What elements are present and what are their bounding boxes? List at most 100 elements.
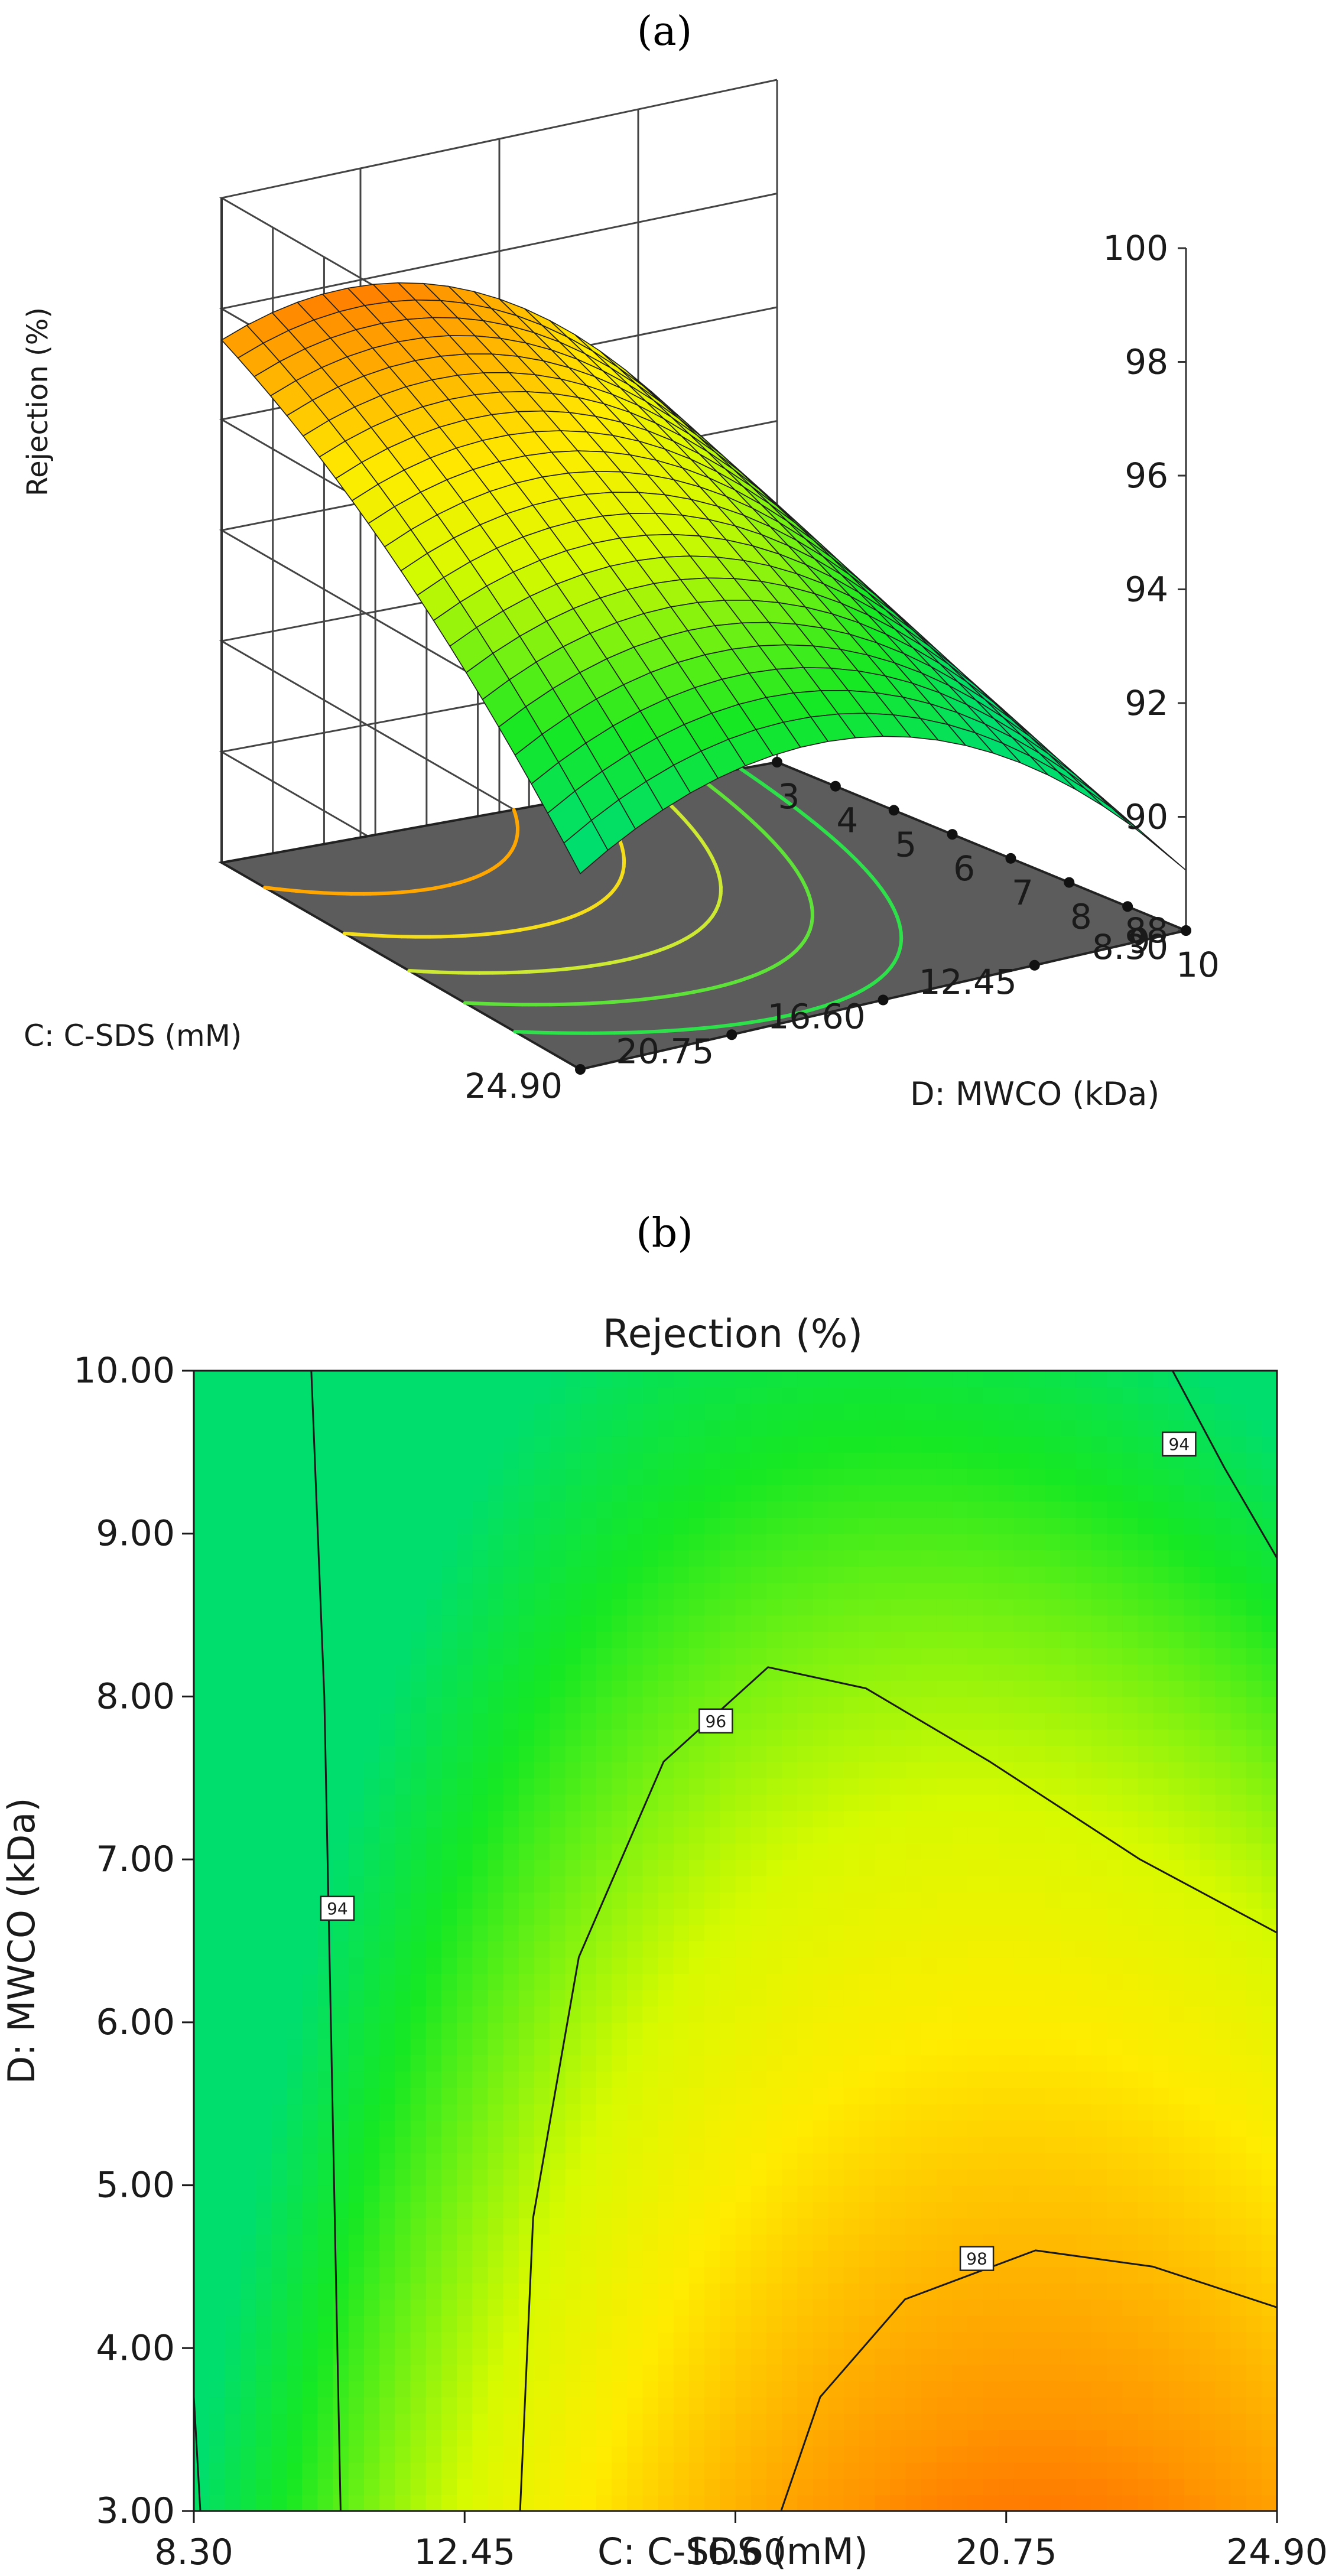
heat-cell bbox=[843, 1941, 860, 1958]
heat-cell bbox=[287, 2006, 303, 2023]
heat-cell bbox=[1013, 1924, 1030, 1941]
heat-cell bbox=[348, 2120, 365, 2137]
heat-cell bbox=[612, 2283, 628, 2300]
heat-cell bbox=[410, 1664, 427, 1681]
heat-cell bbox=[209, 1843, 226, 1860]
heat-cell bbox=[658, 1485, 674, 1502]
heat-cell bbox=[441, 1468, 457, 1485]
heat-cell bbox=[225, 1745, 241, 1762]
heat-cell bbox=[720, 1371, 736, 1388]
heat-cell bbox=[642, 1810, 659, 1827]
contour-segment bbox=[600, 1000, 616, 1005]
heat-cell bbox=[967, 2169, 984, 2186]
heat-cell bbox=[348, 2250, 365, 2268]
heat-cell bbox=[688, 1631, 705, 1648]
heat-cell bbox=[364, 2380, 380, 2398]
heat-cell bbox=[875, 1941, 891, 1958]
heat-cell bbox=[441, 2266, 457, 2284]
heat-cell bbox=[333, 1582, 349, 1599]
heat-cell bbox=[472, 2006, 489, 2023]
heat-cell bbox=[209, 1941, 226, 1958]
heat-cell bbox=[642, 2380, 659, 2398]
heat-cell bbox=[983, 1989, 999, 2007]
heat-cell bbox=[859, 2201, 875, 2219]
heat-cell bbox=[642, 1468, 659, 1485]
heat-cell bbox=[518, 2152, 535, 2170]
heat-cell bbox=[967, 1631, 984, 1648]
heat-cell bbox=[503, 2331, 519, 2349]
heat-cell bbox=[379, 2380, 396, 2398]
heat-cell bbox=[410, 1875, 427, 1893]
heat-cell bbox=[379, 2445, 396, 2463]
heat-cell bbox=[333, 1957, 349, 1974]
heat-cell bbox=[255, 1924, 272, 1941]
heat-cell bbox=[395, 2169, 411, 2186]
heat-cell bbox=[967, 2331, 984, 2349]
heat-cell bbox=[905, 1566, 922, 1583]
heat-cell bbox=[735, 2038, 752, 2055]
heat-cell bbox=[612, 2299, 628, 2316]
heat-cell bbox=[395, 2250, 411, 2268]
heat-cell bbox=[534, 2006, 551, 2023]
heat-cell bbox=[302, 2185, 319, 2202]
heat-cell bbox=[518, 2413, 535, 2430]
heat-cell bbox=[875, 2445, 891, 2463]
heat-cell bbox=[627, 1664, 644, 1681]
heat-cell bbox=[720, 1859, 736, 1876]
heat-cell bbox=[797, 1533, 814, 1551]
heat-cell bbox=[395, 1436, 411, 1453]
heat-cell bbox=[225, 2299, 241, 2316]
heat-cell bbox=[843, 1631, 860, 1648]
heat-cell bbox=[225, 1810, 241, 1827]
heat-cell bbox=[364, 1566, 380, 1583]
heat-cell bbox=[766, 2413, 782, 2430]
heat-cell bbox=[890, 1924, 906, 1941]
heat-cell bbox=[813, 1989, 829, 2007]
heat-cell bbox=[225, 1371, 241, 1388]
heat-cell bbox=[488, 2413, 504, 2430]
heat-cell bbox=[209, 2136, 226, 2154]
heat-cell bbox=[828, 1843, 844, 1860]
heat-cell bbox=[658, 1582, 674, 1599]
heat-cell bbox=[317, 1680, 334, 1697]
heat-cell bbox=[333, 2299, 349, 2316]
heat-cell bbox=[936, 1566, 953, 1583]
heat-cell bbox=[194, 2315, 210, 2333]
heat-cell bbox=[457, 1973, 473, 1990]
heat-cell bbox=[813, 2413, 829, 2430]
heat-cell bbox=[488, 1957, 504, 1974]
heat-cell bbox=[658, 1908, 674, 1926]
heat-cell bbox=[688, 2397, 705, 2414]
heat-cell bbox=[905, 1419, 922, 1437]
heat-cell bbox=[813, 2299, 829, 2316]
heat-cell bbox=[828, 1696, 844, 1713]
heat-cell bbox=[720, 1452, 736, 1469]
heat-cell bbox=[750, 1533, 767, 1551]
heat-cell bbox=[688, 2087, 705, 2105]
heat-cell bbox=[936, 2038, 953, 2055]
heat-cell bbox=[673, 2266, 690, 2284]
heat-cell bbox=[534, 1533, 551, 1551]
heat-cell bbox=[194, 2413, 210, 2430]
heat-cell bbox=[255, 2201, 272, 2219]
heat-cell bbox=[813, 2201, 829, 2219]
heat-cell bbox=[1029, 1713, 1045, 1730]
heat-cell bbox=[410, 1501, 427, 1518]
heat-cell bbox=[410, 2429, 427, 2447]
heat-cell bbox=[379, 1713, 396, 1730]
heat-cell bbox=[534, 2283, 551, 2300]
heat-cell bbox=[890, 1957, 906, 1974]
heat-cell bbox=[333, 1550, 349, 1567]
heat-cell bbox=[642, 2022, 659, 2040]
heat-cell bbox=[333, 1794, 349, 1811]
heat-cell bbox=[983, 2462, 999, 2479]
heat-cell bbox=[875, 1827, 891, 1844]
heat-cell bbox=[720, 2169, 736, 2186]
heat-cell bbox=[488, 2234, 504, 2251]
y-tick bbox=[1005, 853, 1016, 864]
heat-cell bbox=[658, 1859, 674, 1876]
heat-cell bbox=[843, 1501, 860, 1518]
heat-cell bbox=[302, 1647, 319, 1665]
heat-cell bbox=[457, 1827, 473, 1844]
heat-cell bbox=[875, 2462, 891, 2479]
